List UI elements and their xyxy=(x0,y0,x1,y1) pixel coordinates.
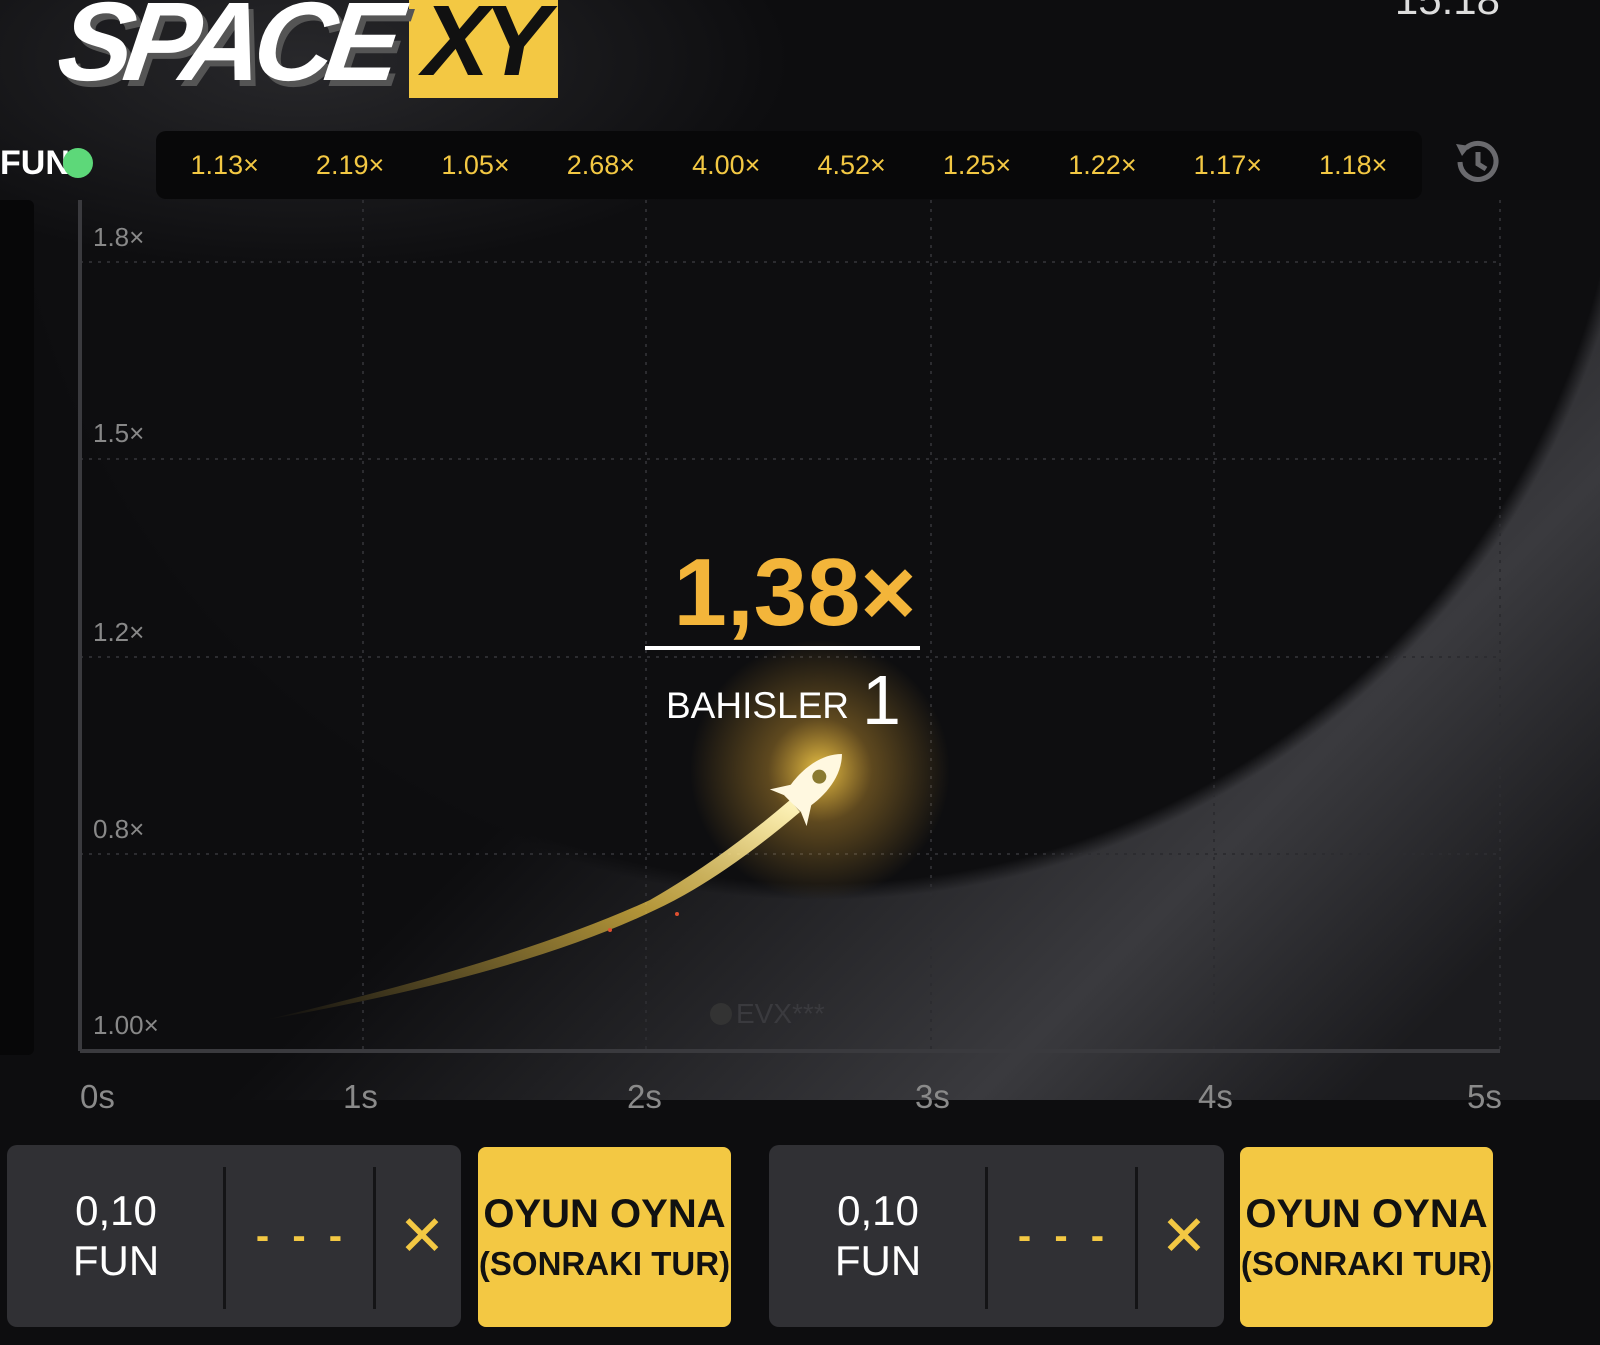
x-axis-label: 4s xyxy=(1198,1078,1233,1115)
x-axis-label: 1s xyxy=(343,1078,378,1115)
divider xyxy=(1135,1167,1138,1309)
divider xyxy=(223,1167,226,1309)
bet-amount-input[interactable]: 0,10 FUN xyxy=(7,1145,225,1327)
y-axis-label: 1.2× xyxy=(93,617,145,647)
y-axis-label: 1.5× xyxy=(93,418,145,448)
history-item[interactable]: 1.17× xyxy=(1193,149,1262,180)
x-axis-label: 2s xyxy=(627,1078,662,1115)
play-button-1[interactable]: OYUN OYNA (SONRAKI TUR) xyxy=(478,1147,731,1327)
side-panel-edge xyxy=(0,200,34,1055)
bets-label: BAHISLER xyxy=(666,685,850,726)
bet-panel-2: 0,10 FUN - - - ✕ xyxy=(769,1145,1224,1327)
bet-panel-1: 0,10 FUN - - - ✕ xyxy=(7,1145,461,1327)
player-name: EVX*** xyxy=(736,998,825,1029)
mode-label: FUN xyxy=(0,144,70,182)
divider xyxy=(373,1167,376,1309)
history-item[interactable]: 1.22× xyxy=(1068,149,1137,180)
bet-amount-input[interactable]: 0,10 FUN xyxy=(769,1145,987,1327)
player-avatar-icon xyxy=(710,1003,732,1025)
history-item[interactable]: 1.25× xyxy=(942,149,1012,180)
rocket-icon xyxy=(769,754,842,827)
game-logo: SPACE XY xyxy=(51,0,558,104)
play-label: OYUN OYNA xyxy=(483,1191,726,1236)
history-item[interactable]: 4.00× xyxy=(692,149,761,180)
bet-amount: 0,10 xyxy=(837,1186,919,1234)
y-axis-label: 1.00× xyxy=(93,1010,159,1040)
current-multiplier: 1,38× xyxy=(673,539,917,646)
play-sublabel: (SONRAKI TUR) xyxy=(478,1244,731,1282)
auto-cashout-input[interactable]: - - - xyxy=(1017,1213,1111,1258)
history-item[interactable]: 1.05× xyxy=(441,149,510,180)
x-axis-label: 3s xyxy=(915,1078,950,1115)
bet-amount: 0,10 xyxy=(75,1186,157,1234)
x-axis-label: 5s xyxy=(1467,1078,1502,1115)
history-item[interactable]: 1.13× xyxy=(190,149,259,180)
history-item[interactable]: 2.68× xyxy=(566,149,636,180)
bet-currency: FUN xyxy=(834,1237,922,1284)
bet-currency: FUN xyxy=(72,1237,160,1284)
play-sublabel: (SONRAKI TUR) xyxy=(1240,1244,1493,1282)
y-axis-label: 0.8× xyxy=(93,814,145,844)
bets-count: 1 xyxy=(862,661,901,739)
status-indicator xyxy=(63,148,93,178)
play-button-2[interactable]: OYUN OYNA (SONRAKI TUR) xyxy=(1240,1147,1493,1327)
history-item[interactable]: 4.52× xyxy=(817,149,886,180)
play-label: OYUN OYNA xyxy=(1245,1191,1488,1236)
player-tag: EVX*** xyxy=(710,998,825,1030)
multiplier-history: 1.13× 2.19× 1.05× 2.68× 4.00× 4.52× 1.25… xyxy=(156,131,1422,199)
y-axis-label: 1.8× xyxy=(93,222,145,252)
close-icon[interactable]: ✕ xyxy=(398,1204,446,1267)
x-axis-label: 0s xyxy=(80,1078,115,1115)
logo-accent: XY xyxy=(408,0,558,98)
close-icon[interactable]: ✕ xyxy=(1160,1204,1208,1267)
clock: 15:18 xyxy=(1395,0,1500,24)
divider xyxy=(985,1167,988,1309)
history-item[interactable]: 1.18× xyxy=(1319,149,1388,180)
history-item[interactable]: 2.19× xyxy=(315,149,385,180)
auto-cashout-input[interactable]: - - - xyxy=(255,1213,349,1258)
history-icon[interactable] xyxy=(1450,134,1506,190)
multiplier-underline xyxy=(645,646,920,650)
